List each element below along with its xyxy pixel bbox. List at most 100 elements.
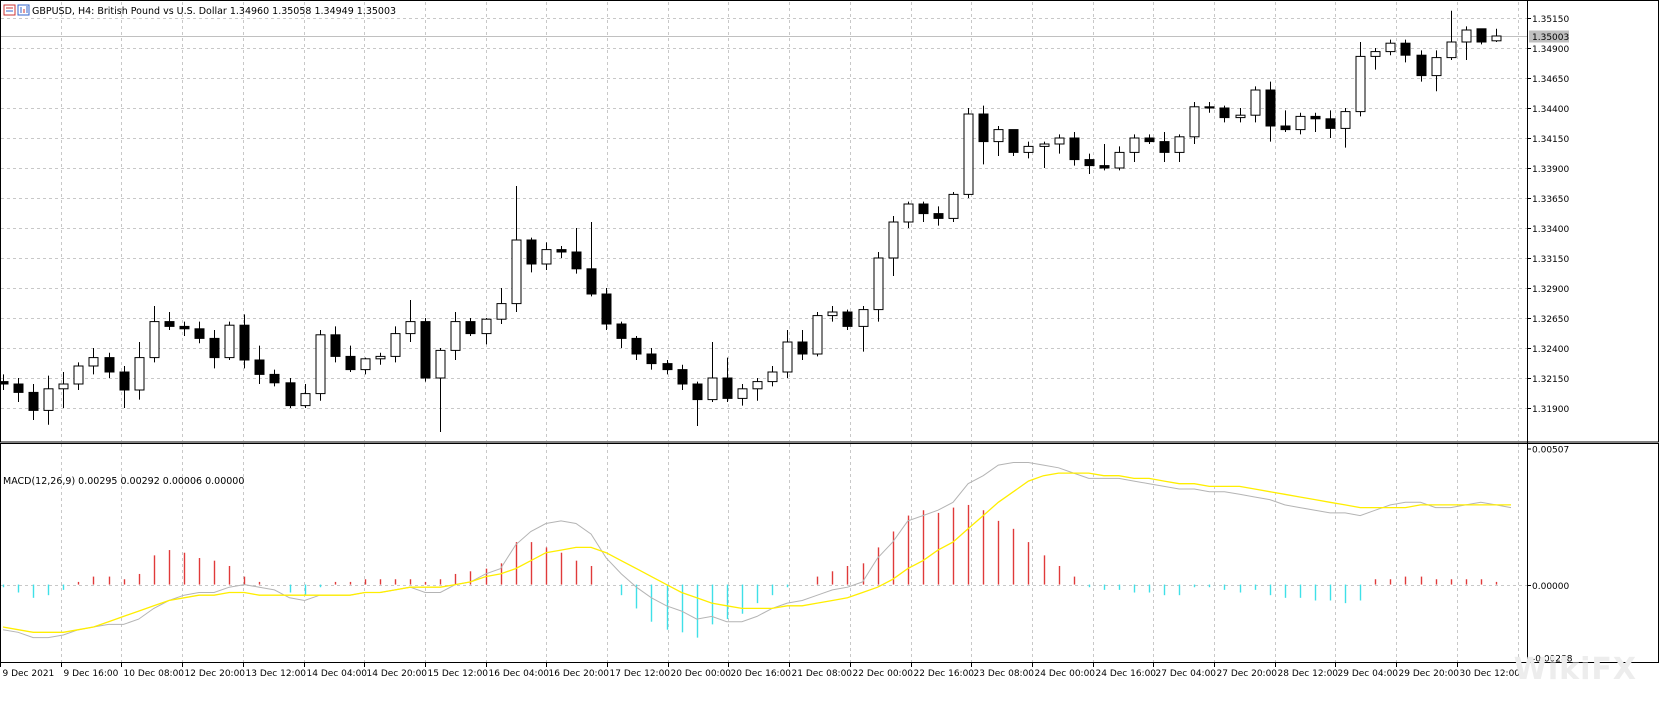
candle [978, 105, 989, 165]
candle [511, 186, 522, 312]
candle [677, 364, 688, 390]
candle [345, 345, 356, 372]
time-tick-label: 24 Dec 16:00 [1096, 669, 1157, 679]
candle-body-bull [1129, 137, 1140, 153]
candle [797, 330, 808, 360]
candle [646, 348, 657, 370]
candle [707, 342, 718, 402]
macd-tick-label: 0.00507 [1532, 446, 1569, 456]
candle [933, 206, 944, 226]
candle-body-bear [254, 359, 265, 375]
candle-body-bear [194, 328, 205, 339]
current-price-tag [1529, 30, 1569, 43]
candle-body-bear [239, 324, 250, 361]
candle-body-bear [933, 213, 944, 219]
candle [858, 306, 869, 352]
candle-body-bear [978, 113, 989, 143]
watermark: WikiFX [1513, 652, 1637, 687]
candle [1461, 26, 1472, 60]
candle [1069, 132, 1080, 166]
candle [1476, 28, 1487, 45]
candle [1416, 50, 1427, 82]
candle-body-bull [1054, 137, 1065, 145]
candle [285, 378, 296, 408]
candle-body-bear [465, 321, 476, 335]
candle [767, 366, 778, 387]
candle-body-bear [28, 391, 39, 411]
candle [1174, 134, 1185, 162]
candle [1431, 50, 1442, 92]
candle-body-bear [571, 251, 582, 270]
candle [1159, 132, 1170, 162]
candle [254, 345, 265, 384]
candle [1340, 108, 1351, 148]
candle [1325, 110, 1336, 138]
candle [692, 381, 703, 426]
candle-body-bull [752, 381, 763, 390]
price-tick-label: 1.33400 [1532, 225, 1569, 235]
candle-body-bull [1431, 57, 1442, 77]
candle [1235, 108, 1246, 123]
candle-body-bear [842, 311, 853, 327]
candle-body-bear [209, 337, 220, 359]
candle-body-bull [450, 321, 461, 351]
candle [119, 366, 130, 408]
candle-body-bear [1099, 165, 1110, 169]
candle [88, 348, 99, 375]
candle-body-bull [1295, 115, 1306, 131]
price-panel-frame [0, 0, 1659, 443]
price-tick-label: 1.34150 [1532, 135, 1569, 145]
candle [737, 384, 748, 406]
candle [360, 357, 371, 375]
time-tick-label: 14 Dec 04:00 [307, 669, 368, 679]
candle [1491, 28, 1502, 42]
candle [194, 321, 205, 344]
candle [873, 252, 884, 322]
time-tick-label: 12 Dec 20:00 [185, 669, 246, 679]
time-axis: 9 Dec 2021 9 Dec 16:00 10 Dec 08:00 12 Dec … [0, 663, 1520, 679]
candle-body-bull [224, 324, 235, 359]
candle-body-bull [360, 358, 371, 371]
candle [1189, 102, 1200, 144]
candle [1039, 141, 1050, 168]
candle-body-bull [767, 371, 778, 383]
candle-body-bear [692, 383, 703, 401]
time-tick-label: 23 Dec 08:00 [974, 669, 1035, 679]
time-tick-label: 24 Dec 00:00 [1035, 669, 1096, 679]
price-tick-label: 1.34900 [1532, 45, 1569, 55]
time-tick-label: 20 Dec 16:00 [731, 669, 792, 679]
candle [993, 126, 1004, 156]
candle [465, 318, 476, 336]
candle [1129, 134, 1140, 162]
price-tick-label: 1.32150 [1532, 375, 1569, 385]
candle-body-bear [1476, 28, 1487, 43]
candle-body-bull [496, 303, 507, 320]
candle [450, 312, 461, 360]
time-tick-label: 29 Dec 04:00 [1338, 669, 1399, 679]
time-tick-label: 9 Dec 16:00 [64, 669, 119, 679]
candle [13, 378, 24, 402]
candle-body-bear [1144, 137, 1155, 143]
candle-body-bear [1400, 42, 1411, 56]
candle-body-bear [330, 334, 341, 357]
candle-body-bear [616, 323, 627, 339]
price-axis: 1.35150 1.34900 1.34650 1.34400 1.34150 1.339… [1527, 15, 1573, 665]
time-tick-label: 29 Dec 20:00 [1399, 669, 1460, 679]
candle-body-bull [888, 221, 899, 259]
price-tick-label: 1.32400 [1532, 345, 1569, 355]
candle-body-bull [948, 193, 959, 219]
candle [300, 384, 311, 408]
candle [1008, 129, 1019, 156]
time-tick-label: 22 Dec 16:00 [914, 669, 975, 679]
candle-body-bull [149, 321, 160, 359]
candle-body-bull [43, 388, 54, 411]
macd-lines [2, 462, 1512, 639]
price-tick-label: 1.33900 [1532, 165, 1569, 175]
candle [1084, 153, 1095, 174]
candle-body-bear [104, 357, 115, 373]
candle-body-bear [1008, 129, 1019, 153]
candle [1114, 146, 1125, 171]
candle [1370, 48, 1381, 70]
candle [481, 318, 492, 345]
